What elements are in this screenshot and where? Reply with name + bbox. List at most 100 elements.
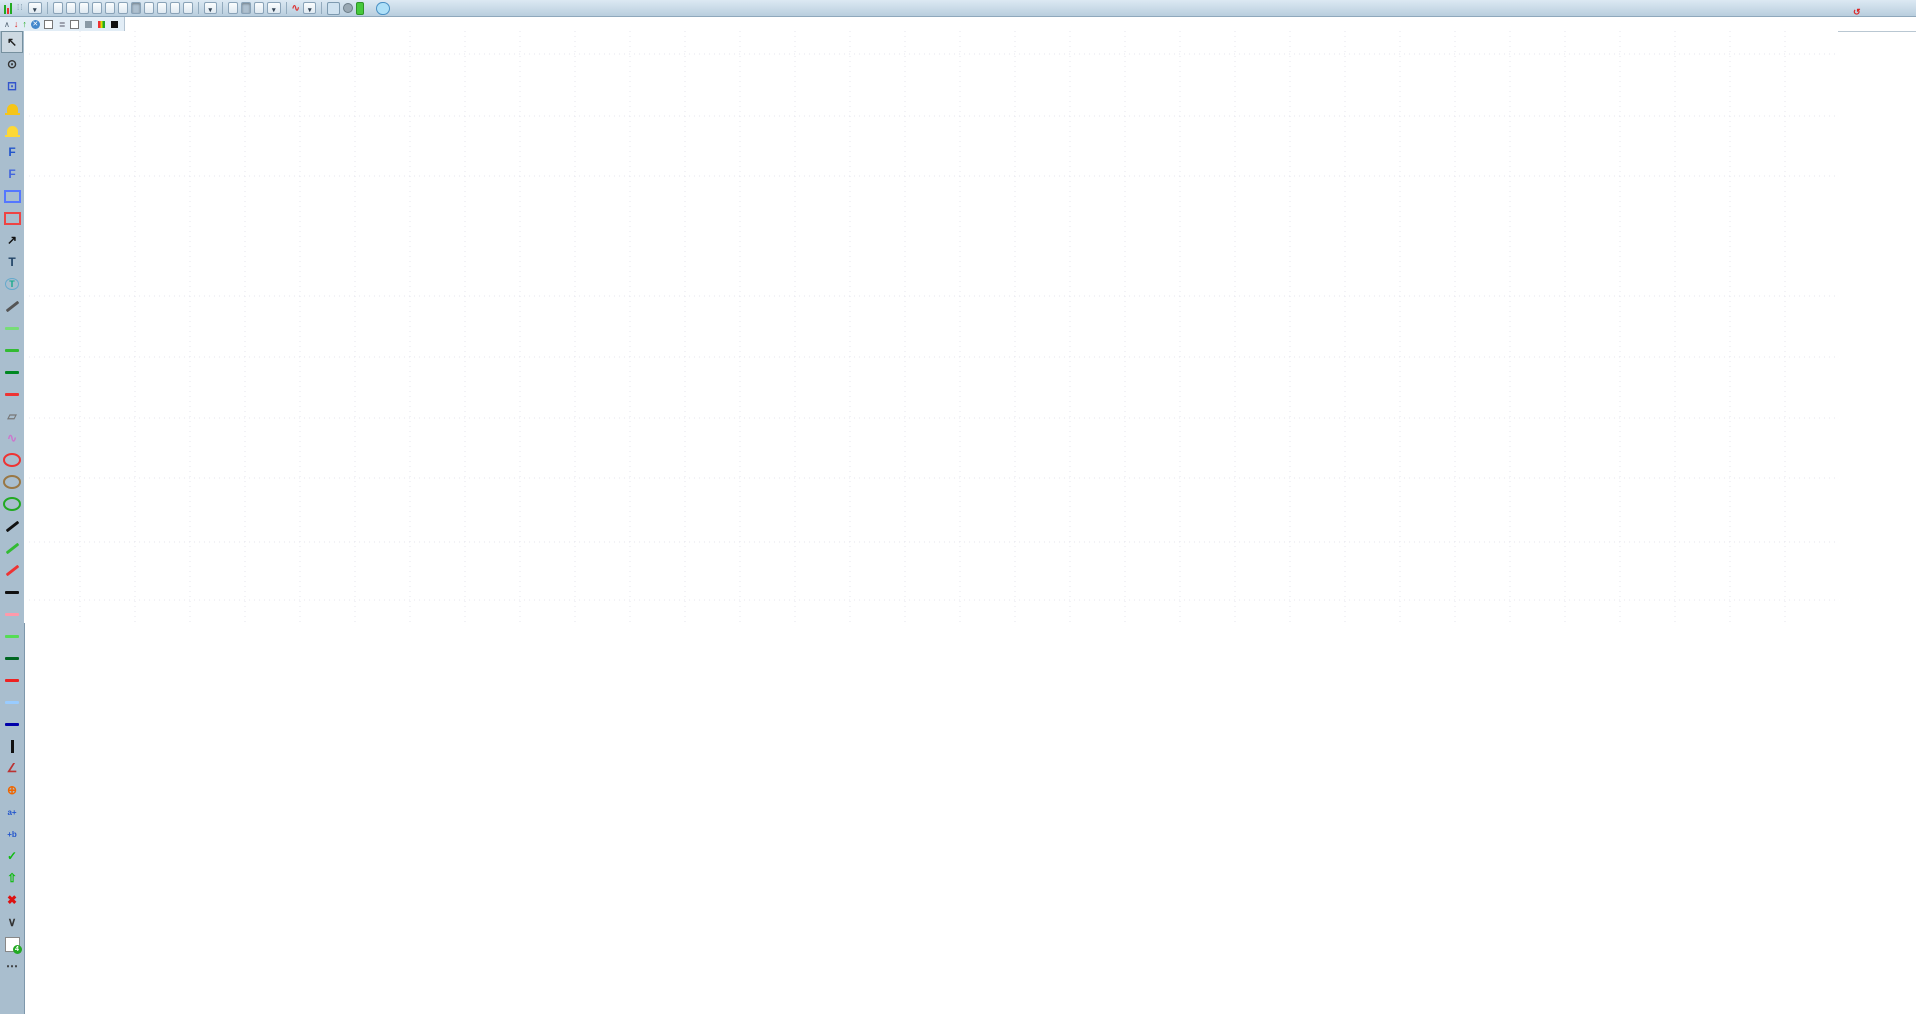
hline-darkgreen-tool[interactable] (1, 647, 23, 669)
hline-green-1-tool-icon (5, 326, 19, 330)
rectangle-blue-tool[interactable] (1, 185, 23, 207)
fibonacci-tool[interactable]: F (1, 141, 23, 163)
main-chart[interactable] (24, 31, 1838, 623)
hline-navy-tool[interactable] (1, 713, 23, 735)
units-dropdown[interactable]: ▾ (267, 2, 281, 14)
units-button-35kU[interactable] (254, 2, 265, 14)
hline-navy-tool-icon (5, 722, 19, 726)
timeframe-button-M[interactable] (169, 2, 180, 14)
timeframe-button-1h[interactable] (117, 2, 128, 14)
vline-tool[interactable] (1, 735, 23, 757)
ellipse-red-tool[interactable] (1, 449, 23, 471)
zoom-area-tool[interactable]: ⊡ (1, 75, 23, 97)
cursor-tool[interactable]: ↖ (1, 31, 23, 53)
grip-handle[interactable]: ⁞⁞ (17, 3, 24, 12)
hline-green-2-tool[interactable] (1, 339, 23, 361)
like-tool[interactable]: ⇧ (1, 867, 23, 889)
reject-tool[interactable]: ✖ (1, 889, 23, 911)
timeframe-button-144s[interactable] (65, 2, 76, 14)
label-letters-tool[interactable]: a+ (1, 801, 23, 823)
hline-darkgreen-tool-icon (5, 656, 19, 660)
timeframe-button-D[interactable] (143, 2, 154, 14)
control-indicator[interactable] (97, 20, 107, 28)
timeframe-button-56m[interactable] (104, 2, 115, 14)
hline-pink-tool-icon (5, 612, 19, 616)
hline-red-1-tool[interactable] (1, 383, 23, 405)
trendline-red-tool[interactable] (1, 559, 23, 581)
ellipse-green-tool-icon (3, 497, 21, 511)
cierre-checkbox[interactable] (69, 19, 79, 29)
alerts-doc-tool[interactable]: 4 (1, 933, 23, 955)
info-icon[interactable] (327, 1, 341, 15)
cierre-toggle[interactable] (69, 19, 81, 29)
zoom-area-tool-icon: ⊡ (6, 79, 18, 93)
hline-black-tool[interactable] (1, 581, 23, 603)
hline-red-2-tool[interactable] (1, 669, 23, 691)
change-badge (356, 1, 365, 15)
ellipse-brown-tool-icon (3, 475, 21, 489)
main-chart-canvas[interactable] (24, 31, 1838, 623)
reject-tool-icon: ✖ (6, 893, 18, 907)
timeframe-button-1m[interactable] (78, 2, 89, 14)
precio-checkbox[interactable] (43, 19, 53, 29)
timeframe-button-W[interactable] (156, 2, 167, 14)
list-icon[interactable]: ≣ (58, 19, 66, 29)
indicators-icon: ∿ (291, 2, 300, 14)
control-icon (97, 20, 105, 28)
text-tool[interactable]: T (1, 251, 23, 273)
hline-green-2-tool-icon (5, 348, 19, 352)
separator (321, 2, 323, 14)
zoom-tool[interactable]: ⊙ (1, 53, 23, 75)
timeframe-button-4h[interactable] (130, 2, 141, 14)
units-button-5kU[interactable] (228, 2, 239, 14)
precio-toggle[interactable] (43, 19, 55, 29)
pattern-tool[interactable]: ∿ (1, 427, 23, 449)
hline-green-3-tool-icon (5, 370, 19, 374)
timeframe-button-12s[interactable] (52, 2, 63, 14)
callout-tool-icon: T (5, 278, 19, 290)
ellipse-green-tool[interactable] (1, 493, 23, 515)
timeframe-button-Q[interactable] (182, 2, 193, 14)
rectangle-red-tool[interactable] (1, 207, 23, 229)
symbol-select[interactable]: ▾ (28, 2, 42, 14)
more-tools[interactable]: ⋯ (1, 955, 23, 977)
indicators-dropdown[interactable]: ▾ (302, 2, 317, 14)
fibonacci-fan-tool[interactable]: F (1, 163, 23, 185)
close-circle-icon[interactable]: ✕ (30, 19, 40, 29)
callout-tool[interactable]: T (1, 273, 23, 295)
segment-tool[interactable] (1, 295, 23, 317)
ellipse-red-tool-icon (3, 453, 21, 467)
collapse-panel-icon[interactable]: ∧ (4, 19, 10, 29)
arrow-up-icon: ↑ (22, 19, 27, 29)
alarm-pointer-tool[interactable] (1, 97, 23, 119)
indicators-caret-icon: ▾ (307, 7, 312, 14)
hline-lightblue-tool[interactable] (1, 691, 23, 713)
ellipse-brown-tool[interactable] (1, 471, 23, 493)
trendline-red-tool-icon (5, 564, 19, 576)
angle-tool[interactable]: ∠ (1, 757, 23, 779)
trendline-green-tool[interactable] (1, 537, 23, 559)
circle-target-tool[interactable]: ⊕ (1, 779, 23, 801)
multi-avisos-indicator[interactable] (110, 20, 120, 28)
confirm-tool[interactable]: ✓ (1, 845, 23, 867)
arrow-down-icon: ↓ (13, 19, 19, 29)
arrow-tool[interactable]: ↗ (1, 229, 23, 251)
units-button-10kU[interactable] (241, 2, 252, 14)
tunel-indicator[interactable] (84, 20, 94, 28)
hline-pink-tool[interactable] (1, 603, 23, 625)
collapse-tools[interactable]: ∨ (1, 911, 23, 933)
hline-green-1-tool[interactable] (1, 317, 23, 339)
alarm-tool[interactable] (1, 119, 23, 141)
hline-lightgreen-tool[interactable] (1, 625, 23, 647)
label-letters-2-tool[interactable]: +b (1, 823, 23, 845)
timeframe-dropdown[interactable]: ▾ (203, 2, 218, 14)
circle-target-tool-icon: ⊕ (6, 783, 18, 797)
like-tool-icon: ⇧ (6, 871, 18, 885)
timeframe-button-12m[interactable] (91, 2, 102, 14)
angle-tool-icon: ∠ (6, 761, 18, 775)
timeframe-caret-icon: ▾ (208, 7, 213, 14)
hline-green-3-tool[interactable] (1, 361, 23, 383)
ruler-tool[interactable]: ▱ (1, 405, 23, 427)
trendline-black-tool[interactable] (1, 515, 23, 537)
